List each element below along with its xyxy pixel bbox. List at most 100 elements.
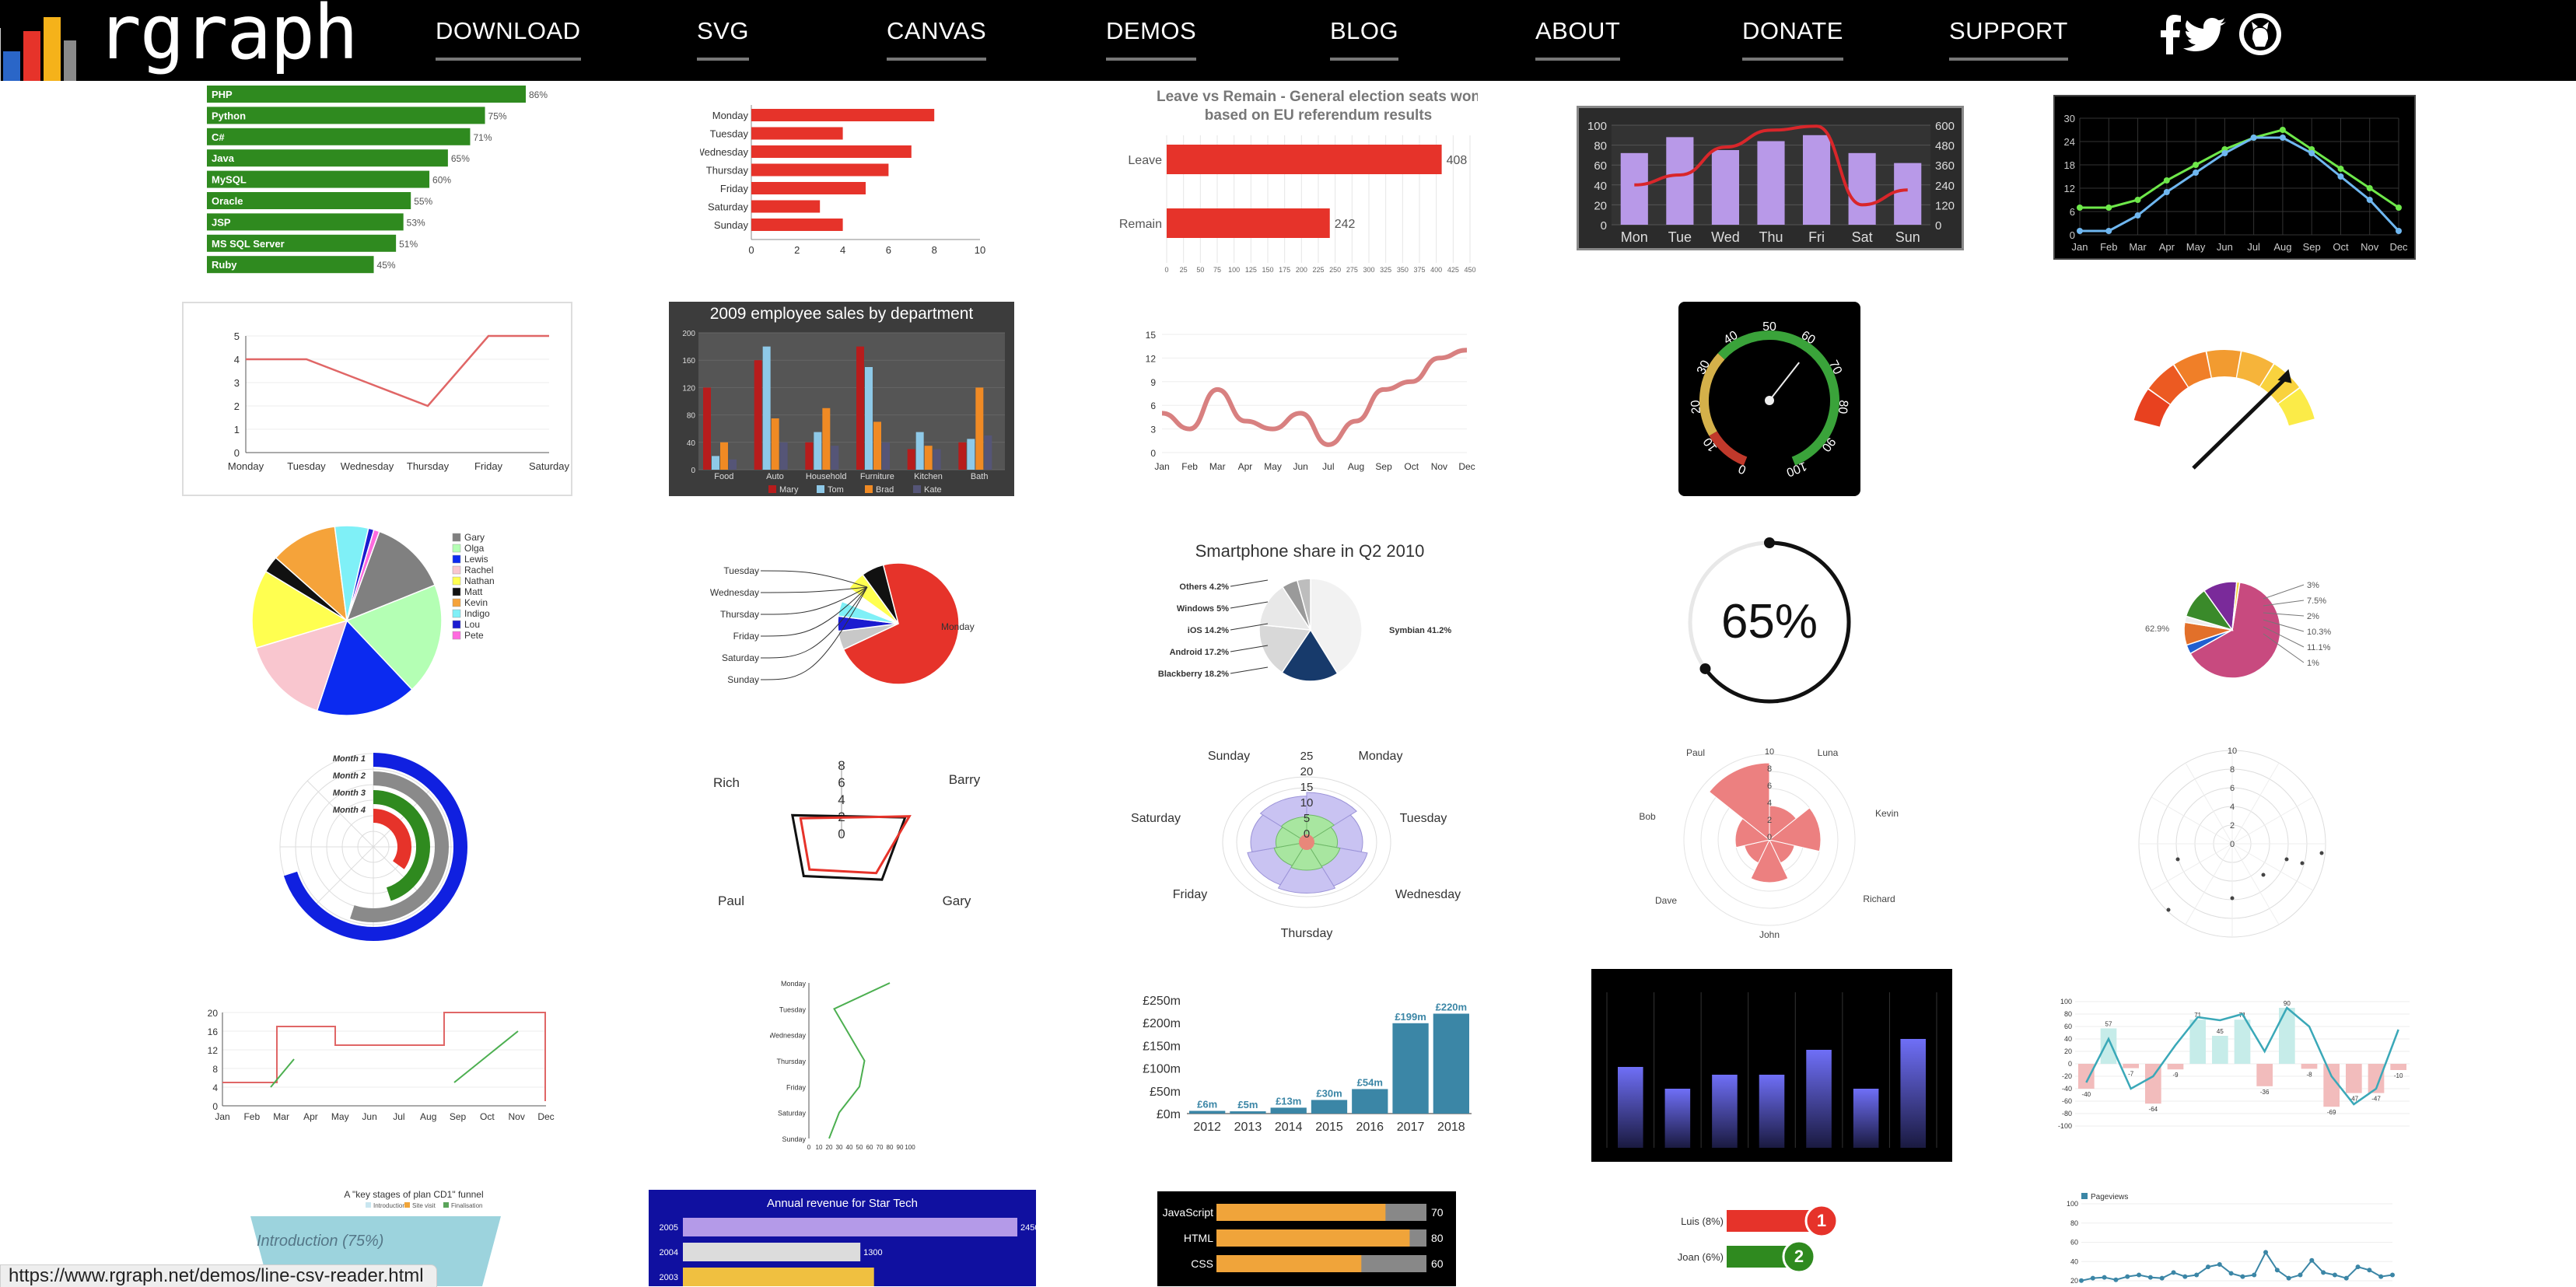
twitter-icon[interactable] [2182,11,2229,58]
demo-badge-bar[interactable]: Luis (8%) 1 Joan (6%) 2 [1664,1205,1867,1286]
bar [683,1268,874,1286]
demo-star-tech[interactable]: Annual revenue for Star Tech 2005 2450 200… [649,1190,1036,1286]
demo-smartphone-share[interactable]: Smartphone share in Q2 2010 Symbian 41.2… [1151,537,1462,708]
bar [1759,1075,1785,1148]
demo-pie-days[interactable]: Monday Tuesday Wednesday Thursday Friday Satu… [708,544,988,700]
bar-value: 55% [414,196,432,207]
legend-label: Brad [876,485,894,495]
nav-canvas[interactable]: CANVAS [887,17,987,62]
demo-gradient-bar[interactable] [1591,969,1952,1162]
demo-vertical-line[interactable]: Monday Tuesday Wednesday Thursday Friday Satu… [770,972,926,1151]
facebook-icon[interactable] [2147,11,2193,58]
data-point [2308,150,2315,156]
grid-spoke [2151,843,2233,891]
badge [1782,1240,1816,1274]
demo-radar[interactable]: 8 6 4 2 0 Barry Gary Paul Rich [708,739,988,918]
category-label: Oct [480,1111,495,1122]
nav-demos[interactable]: DEMOS [1106,17,1197,62]
tick-label: 20 [2064,1047,2072,1055]
tick-label: 0 [807,1144,811,1151]
bar [2123,1064,2139,1068]
legend-swatch [768,485,776,493]
ring-handle [1699,663,1711,674]
demo-bar-line-combo[interactable]: 100 80 60 40 20 0 -20 -40 -60 -80 -100 -40 57 -7 -64 -9… [2046,995,2419,1135]
demo-language-popularity[interactable]: JavaScript 70 HTML 80 CSS 60 [1157,1191,1456,1286]
demo-leave-remain[interactable]: Leave vs Remain - General election seats… [1120,86,1478,272]
nav-about[interactable]: ABOUT [1535,17,1621,62]
category-label: Bath [971,472,989,481]
meter-segment [2207,350,2241,378]
tick-label: 450 [1464,266,1475,272]
demo-gauge[interactable]: 0 10 20 30 40 50 60 70 80 90 100 [1678,302,1860,496]
demo-progress-ring[interactable]: 65% [1680,529,1859,715]
data-point [2079,1278,2084,1283]
grid-spoke [2231,843,2314,891]
demo-rose-3d[interactable]: 25 20 15 10 5 0 Monday Tuesday Wednesday Thursday… [1120,743,1493,945]
logo-icon [0,17,76,81]
nav-support[interactable]: SUPPORT [1949,17,2068,62]
tick-label: 15 [1300,781,1314,794]
gauge-label: 40 [1721,329,1740,348]
demo-pageviews[interactable]: Pageviews 100 80 60 40 20 [2053,1188,2403,1286]
badge-bar-chart: Luis (8%) 1 Joan (6%) 2 [1678,1205,1839,1274]
bar-label: C# [212,131,225,143]
demo-small-pie[interactable]: 62.9% 3% 7.5% 2% 10.3% 11.1% 1% [2131,560,2341,700]
tick-label: -60 [2062,1097,2072,1105]
bar-value: 80 [1431,1232,1444,1244]
legend-label: Tom [828,485,844,495]
rgraph-logo[interactable]: rgraph [0,0,373,81]
bar-value: -47 [2371,1096,2381,1103]
pie-slice [1296,578,1311,631]
tick-label: 15 [1146,330,1157,341]
nav-blog[interactable]: BLOG [1330,17,1399,62]
pie-slice [1258,586,1312,631]
tick-label: 200 [682,330,695,338]
pie-days-chart: Monday Tuesday Wednesday Thursday Friday Satu… [710,562,975,685]
bar [1853,1089,1879,1148]
nav-download[interactable]: DOWNLOAD [436,17,581,62]
demo-polar-scatter[interactable]: 10 8 6 4 2 0 [2108,743,2357,945]
gauge-label: 70 [1826,358,1844,377]
demo-weekday-bar[interactable]: Monday Tuesday Wednesday Thursday Friday Satu… [700,101,996,257]
demo-smooth-line[interactable]: Jan Feb Mar Apr May Jun Jul Aug Sep Oct Nov Dec 15 12… [1136,327,1478,482]
series-line [2080,128,2399,209]
tick-label: 12 [2064,183,2075,194]
tick-label: 8 [212,1064,218,1075]
nav-donate[interactable]: DONATE [1742,17,1843,62]
demo-segmented-meter[interactable] [2116,319,2333,474]
bar-value: 242 [1335,218,1356,231]
tick-label: 24 [2064,136,2075,148]
bar [1848,152,1876,225]
demo-revenue-bar[interactable]: £250m £200m £150m £100m £50m £0m £6m 2012 £5m 201… [1136,988,1478,1143]
demo-dark-bar-line[interactable]: Mon Tue Wed Thu Fri Sat Sun 100 80 60 40 20 0 600 480 3… [1577,106,1964,250]
demo-step-line[interactable]: Jan Feb Mar Apr May Jun Jul Aug Sep Oct Nov Dec 20 16… [194,997,560,1129]
bar [1216,1255,1362,1272]
demo-dark-line[interactable]: Jan Feb Mar Apr May Jun Jul Aug Sep Oct Nov Dec 30 24… [2053,95,2416,260]
bar [712,456,719,470]
demo-languages-bar[interactable]: PHP 86% Python 75% C# 71% Java 65% MySQL 60% Oracl… [204,81,562,278]
demo-activity-rings[interactable]: Month 1 Month 2 Month 3 Month 4 [257,743,490,945]
meter-needle-tip [2277,369,2292,383]
small-pie-chart: 62.9% 3% 7.5% 2% 10.3% 11.1% 1% [2145,581,2331,679]
category-label: Thursday [776,1058,806,1065]
tick-label: 0 [1164,266,1168,272]
bar [754,360,762,470]
demo-rose-red[interactable]: 10 8 6 4 2 0 Luna Kevin Richard John Dave Bob Paul [1633,739,1913,949]
bar [1900,1039,1926,1148]
category-label: 2005 [660,1223,678,1233]
github-icon[interactable] [2237,11,2284,58]
bar [814,432,822,470]
demo-simple-line[interactable]: Monday Tuesday Wednesday Thursday Friday Satu… [182,302,572,496]
bar-value: £199m [1395,1011,1426,1023]
demo-pie-legend[interactable]: Gary Olga Lewis Rachel Nathan Matt Kevin Indigo… [249,519,513,729]
nav-svg[interactable]: SVG [697,17,749,62]
data-point [2193,170,2200,176]
tick-label: 10 [1300,796,1314,810]
category-label: May [1264,461,1282,472]
demo-employee-sales[interactable]: 2009 employee sales by department Food Au… [669,302,1014,496]
bar [207,234,397,252]
tick-label: 100 [1587,120,1607,133]
tick-label: 80 [687,412,696,421]
nav-underline [1330,58,1399,61]
legend-swatch [452,544,461,553]
